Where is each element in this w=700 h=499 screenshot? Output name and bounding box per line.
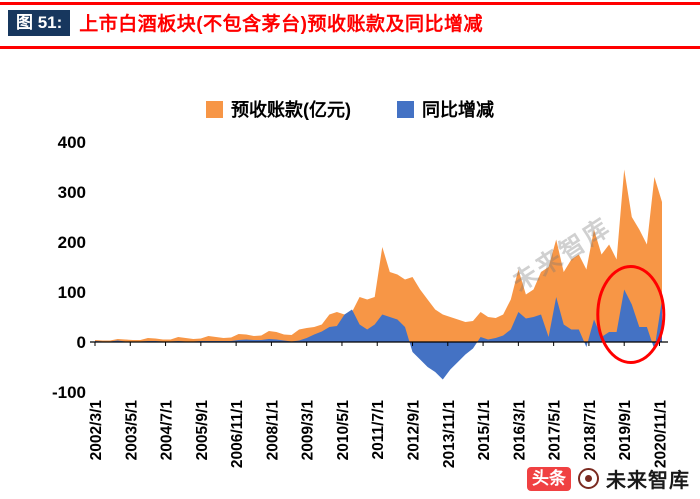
x-tick-label: 2008/1/1 — [264, 400, 281, 461]
legend-swatch-blue — [397, 100, 414, 118]
y-tick-label: 300 — [58, 183, 86, 202]
chart-area: 2002/3/1 2003/5/1 2004/7/1 2005/9/1 2006/11/… — [0, 132, 700, 492]
x-tick-label: 2009/3/1 — [300, 400, 317, 461]
chart-legend: 预收账款(亿元) 同比增减 — [0, 96, 700, 122]
toutiao-badge: 头条 — [527, 466, 571, 491]
x-tick-label: 2016/3/1 — [511, 400, 528, 461]
legend-swatch-orange — [206, 100, 223, 118]
top-accent-rule — [0, 2, 700, 5]
x-tick-label: 2020/11/1 — [652, 400, 669, 468]
series-area-receipts — [95, 169, 662, 342]
y-tick-label: 400 — [58, 133, 86, 152]
brand-name: 未来智库 — [606, 470, 690, 492]
brand-logo-icon — [578, 468, 599, 489]
x-tick-label: 2012/9/1 — [406, 400, 423, 461]
brand-footer: 头条 未来智库 — [527, 464, 690, 493]
x-tick-label: 2019/9/1 — [617, 400, 634, 461]
x-tick-label: 2017/5/1 — [547, 400, 564, 461]
highlight-circle-annotation — [596, 265, 666, 364]
figure-number-badge: 图 51: — [8, 9, 71, 36]
figure-title: 上市白酒板块(不包含茅台)预收账款及同比增减 — [79, 14, 483, 35]
title-accent-rule — [0, 46, 700, 49]
y-tick-label: 0 — [77, 333, 86, 352]
x-tick-label: 2011/7/1 — [370, 400, 387, 460]
x-tick-label: 2005/9/1 — [194, 400, 211, 461]
area-chart-canvas: 2002/3/1 2003/5/1 2004/7/1 2005/9/1 2006/11/… — [52, 133, 670, 468]
x-tick-label: 2006/11/1 — [229, 400, 246, 468]
legend-label-yoy: 同比增减 — [422, 100, 494, 120]
x-tick-label: 2003/5/1 — [123, 400, 140, 461]
x-tick-label: 2018/7/1 — [582, 400, 599, 461]
x-tick-label: 2015/1/1 — [476, 400, 493, 461]
legend-label-receipts: 预收账款(亿元) — [231, 100, 351, 120]
figure-header: 图 51: 上市白酒板块(不包含茅台)预收账款及同比增减 — [8, 9, 483, 36]
x-tick-label: 2002/3/1 — [88, 400, 105, 461]
series-area-yoy — [95, 289, 662, 380]
y-tick-label: 100 — [58, 283, 86, 302]
x-tick-label: 2013/11/1 — [441, 400, 458, 468]
x-tick-label: 2010/5/1 — [335, 400, 352, 461]
x-tick-label: 2004/7/1 — [159, 400, 176, 461]
legend-item-yoy: 同比增减 — [397, 96, 494, 122]
legend-item-receipts: 预收账款(亿元) — [206, 96, 351, 122]
y-tick-label: 200 — [58, 233, 86, 252]
y-tick-label: -100 — [52, 383, 86, 402]
